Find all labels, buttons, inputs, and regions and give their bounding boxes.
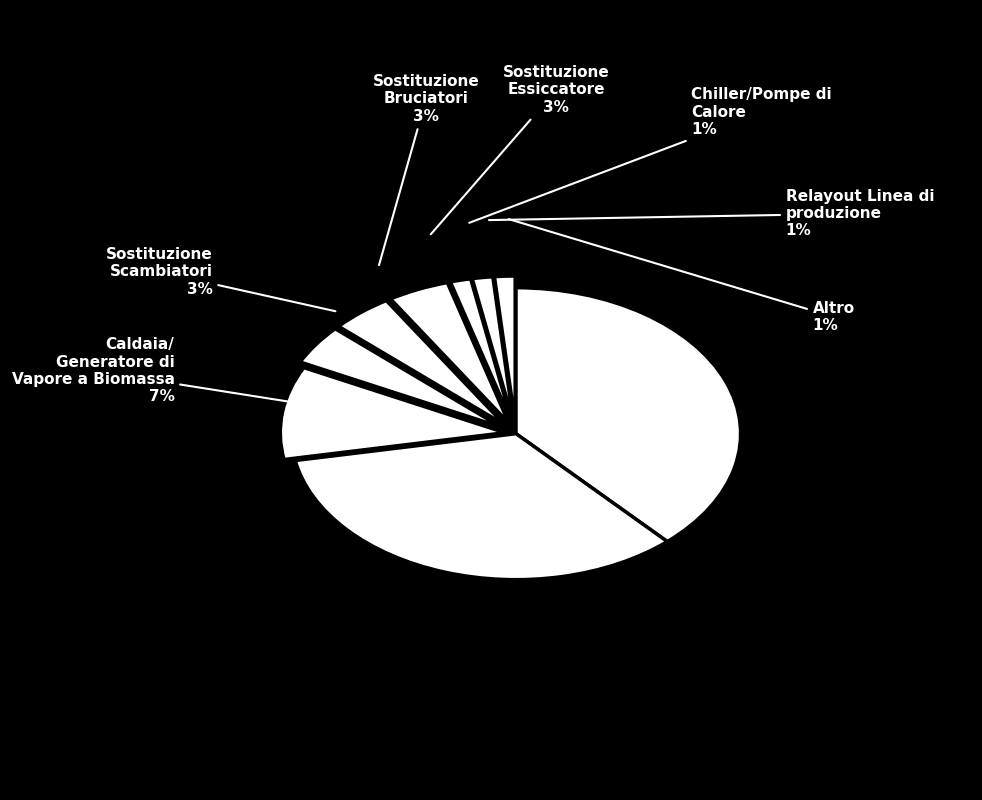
Wedge shape — [472, 277, 514, 422]
Text: Altro
1%: Altro 1% — [509, 219, 854, 333]
Wedge shape — [296, 434, 668, 580]
Wedge shape — [495, 276, 516, 422]
Text: Sostituzione
Bruciatori
3%: Sostituzione Bruciatori 3% — [373, 74, 479, 265]
Wedge shape — [300, 329, 501, 427]
Wedge shape — [280, 368, 505, 459]
Text: Caldaia/
Generatore di
Vapore a Biomassa
7%: Caldaia/ Generatore di Vapore a Biomassa… — [12, 338, 306, 405]
Wedge shape — [339, 301, 505, 425]
Text: Sostituzione
Scambiatori
3%: Sostituzione Scambiatori 3% — [106, 247, 336, 311]
Text: Relayout Linea di
produzione
1%: Relayout Linea di produzione 1% — [489, 189, 934, 238]
Text: Sostituzione
Essiccatore
3%: Sostituzione Essiccatore 3% — [431, 65, 610, 234]
Text: Chiller/Pompe di
Calore
1%: Chiller/Pompe di Calore 1% — [469, 87, 832, 223]
Wedge shape — [516, 288, 740, 542]
Wedge shape — [391, 282, 509, 423]
Wedge shape — [451, 279, 512, 422]
